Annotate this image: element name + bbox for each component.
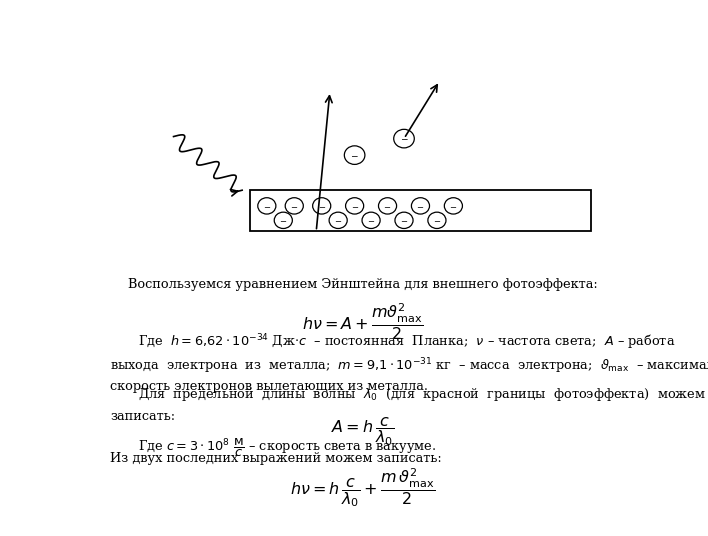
Text: выхода  электрона  из  металла;  $m = 9{,}1 \cdot 10^{-31}$ кг  – масса  электро: выхода электрона из металла; $m = 9{,}1 … [110,356,708,376]
Ellipse shape [329,212,347,228]
Text: $A = h\,\dfrac{c}{\lambda_0}$: $A = h\,\dfrac{c}{\lambda_0}$ [331,415,394,448]
Text: Воспользуемся уравнением Эйнштейна для внешнего фотоэффекта:: Воспользуемся уравнением Эйнштейна для в… [128,278,598,292]
Ellipse shape [346,198,364,214]
Ellipse shape [313,198,331,214]
Text: $-$: $-$ [318,201,326,210]
Text: $-$: $-$ [290,201,298,210]
Text: $-$: $-$ [279,215,287,225]
Ellipse shape [411,198,430,214]
Text: записать:: записать: [110,410,176,423]
Ellipse shape [395,212,413,228]
Text: $-$: $-$ [384,201,392,210]
Text: $-$: $-$ [263,201,271,210]
Text: $-$: $-$ [350,150,359,159]
Text: $-$: $-$ [334,215,342,225]
Bar [251,190,590,232]
Ellipse shape [445,198,462,214]
Text: $-$: $-$ [400,215,408,225]
Ellipse shape [274,212,292,228]
Text: $-$: $-$ [350,201,359,210]
Text: Где  $h = 6{,}62 \cdot 10^{-34}$ Дж$\cdot c$  – постоянная  Планка;  $\nu$ – час: Где $h = 6{,}62 \cdot 10^{-34}$ Дж$\cdot… [138,332,675,352]
Ellipse shape [394,129,414,148]
Ellipse shape [362,212,380,228]
Ellipse shape [258,198,276,214]
Text: $-$: $-$ [416,201,425,210]
Text: скорость электронов вылетающих из металла.: скорость электронов вылетающих из металл… [110,380,428,393]
Text: $h\nu = A + \dfrac{m\vartheta^{2}_{\mathrm{max}}}{2}$: $h\nu = A + \dfrac{m\vartheta^{2}_{\math… [302,301,423,341]
Text: Где $c = 3 \cdot 10^{8}$ $\dfrac{\text{м}}{c}$ – скорость света в вакууме.: Где $c = 3 \cdot 10^{8}$ $\dfrac{\text{м… [138,437,436,459]
Text: Из двух последних выражений можем записать:: Из двух последних выражений можем записа… [110,452,442,465]
Text: $-$: $-$ [450,201,457,210]
Text: $-$: $-$ [400,133,409,143]
Text: Для  предельной  длины  волны  $\lambda_0$  (для  красной  границы  фотоэффекта): Для предельной длины волны $\lambda_0$ (… [138,386,706,403]
Ellipse shape [428,212,446,228]
Text: $-$: $-$ [367,215,375,225]
Text: $-$: $-$ [433,215,441,225]
Ellipse shape [285,198,303,214]
Ellipse shape [344,146,365,165]
Text: $h\nu = h\,\dfrac{c}{\lambda_0} + \dfrac{m\,\vartheta^{2}_{\mathrm{max}}}{2}$: $h\nu = h\,\dfrac{c}{\lambda_0} + \dfrac… [290,466,435,509]
Ellipse shape [379,198,396,214]
